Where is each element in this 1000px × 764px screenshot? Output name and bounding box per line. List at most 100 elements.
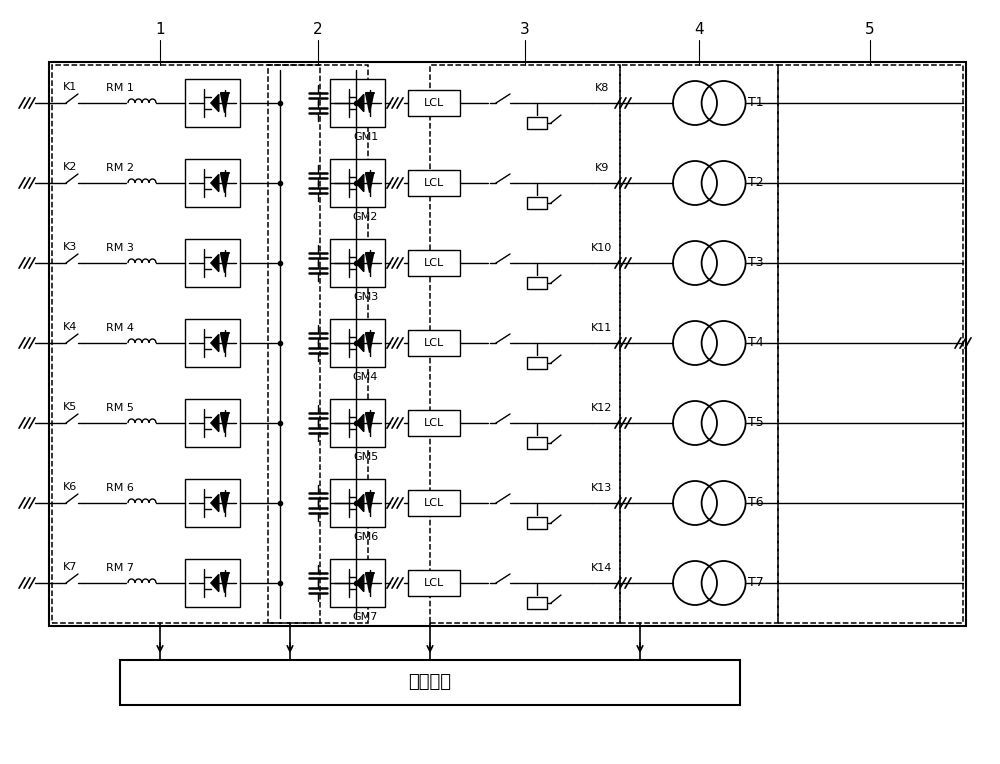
Bar xyxy=(185,159,240,207)
Polygon shape xyxy=(356,174,364,192)
Bar xyxy=(527,277,547,289)
Text: T1: T1 xyxy=(748,96,763,109)
Text: 2: 2 xyxy=(313,22,323,37)
Bar xyxy=(408,570,460,596)
Bar xyxy=(52,65,320,623)
Bar xyxy=(527,357,547,369)
Text: RM 6: RM 6 xyxy=(106,483,134,493)
Polygon shape xyxy=(356,494,364,512)
Text: K3: K3 xyxy=(63,242,77,252)
Bar xyxy=(527,517,547,529)
Bar xyxy=(330,159,385,207)
Polygon shape xyxy=(221,494,229,513)
Polygon shape xyxy=(366,333,374,353)
Text: GM5: GM5 xyxy=(353,452,378,462)
Text: GM2: GM2 xyxy=(353,212,378,222)
Bar xyxy=(185,79,240,127)
Bar xyxy=(408,170,460,196)
Polygon shape xyxy=(221,333,229,353)
Polygon shape xyxy=(211,254,219,272)
Bar xyxy=(120,660,740,705)
Text: K5: K5 xyxy=(63,402,77,412)
Bar xyxy=(330,239,385,287)
Polygon shape xyxy=(356,335,364,351)
Polygon shape xyxy=(356,95,364,112)
Text: 4: 4 xyxy=(694,22,704,37)
Text: LCL: LCL xyxy=(424,338,444,348)
Polygon shape xyxy=(221,93,229,112)
Bar xyxy=(268,65,368,623)
Bar xyxy=(527,117,547,129)
Polygon shape xyxy=(356,254,364,272)
Text: K7: K7 xyxy=(63,562,77,572)
Bar xyxy=(330,559,385,607)
Polygon shape xyxy=(211,174,219,192)
Text: T6: T6 xyxy=(748,497,763,510)
Text: K6: K6 xyxy=(63,482,77,492)
Bar xyxy=(527,437,547,449)
Text: LCL: LCL xyxy=(424,498,444,508)
Bar xyxy=(408,90,460,116)
Polygon shape xyxy=(366,494,374,513)
Text: K8: K8 xyxy=(595,83,609,93)
Text: T7: T7 xyxy=(748,577,763,590)
Text: LCL: LCL xyxy=(424,418,444,428)
Bar xyxy=(185,399,240,447)
Polygon shape xyxy=(366,93,374,112)
Text: LCL: LCL xyxy=(424,178,444,188)
Polygon shape xyxy=(356,575,364,591)
Text: LCL: LCL xyxy=(424,258,444,268)
Polygon shape xyxy=(211,414,219,432)
Polygon shape xyxy=(221,254,229,273)
Text: RM 3: RM 3 xyxy=(106,243,134,253)
Text: K4: K4 xyxy=(63,322,77,332)
Polygon shape xyxy=(356,414,364,432)
Text: RM 2: RM 2 xyxy=(106,163,134,173)
Text: K11: K11 xyxy=(591,323,613,333)
Text: T2: T2 xyxy=(748,176,763,189)
Polygon shape xyxy=(211,575,219,591)
Bar xyxy=(330,79,385,127)
Text: RM 7: RM 7 xyxy=(106,563,134,573)
Bar xyxy=(185,559,240,607)
Text: GM1: GM1 xyxy=(353,132,378,142)
Text: K9: K9 xyxy=(595,163,609,173)
Bar xyxy=(620,65,778,623)
Text: 1: 1 xyxy=(155,22,165,37)
Text: RM 5: RM 5 xyxy=(106,403,134,413)
Text: T4: T4 xyxy=(748,336,763,349)
Text: RM 1: RM 1 xyxy=(106,83,134,93)
Bar xyxy=(49,62,966,626)
Polygon shape xyxy=(221,574,229,593)
Polygon shape xyxy=(366,574,374,593)
Bar xyxy=(527,597,547,609)
Bar xyxy=(408,410,460,436)
Text: GM4: GM4 xyxy=(353,372,378,382)
Polygon shape xyxy=(221,413,229,432)
Text: T5: T5 xyxy=(748,416,763,429)
Polygon shape xyxy=(366,173,374,193)
Text: K1: K1 xyxy=(63,82,77,92)
Bar xyxy=(330,479,385,527)
Text: RM 4: RM 4 xyxy=(106,323,134,333)
Text: GM7: GM7 xyxy=(353,612,378,622)
Text: 控制模块: 控制模块 xyxy=(409,674,452,691)
Text: GM6: GM6 xyxy=(353,532,378,542)
Polygon shape xyxy=(366,413,374,432)
Text: K2: K2 xyxy=(63,162,77,172)
Bar xyxy=(185,479,240,527)
Bar xyxy=(330,399,385,447)
Text: K10: K10 xyxy=(591,243,613,253)
Bar xyxy=(408,330,460,356)
Text: LCL: LCL xyxy=(424,578,444,588)
Bar xyxy=(430,65,620,623)
Polygon shape xyxy=(211,494,219,512)
Polygon shape xyxy=(221,173,229,193)
Text: LCL: LCL xyxy=(424,98,444,108)
Polygon shape xyxy=(211,95,219,112)
Text: GM3: GM3 xyxy=(353,292,378,302)
Bar xyxy=(185,239,240,287)
Bar xyxy=(778,65,963,623)
Text: K12: K12 xyxy=(591,403,613,413)
Bar xyxy=(330,319,385,367)
